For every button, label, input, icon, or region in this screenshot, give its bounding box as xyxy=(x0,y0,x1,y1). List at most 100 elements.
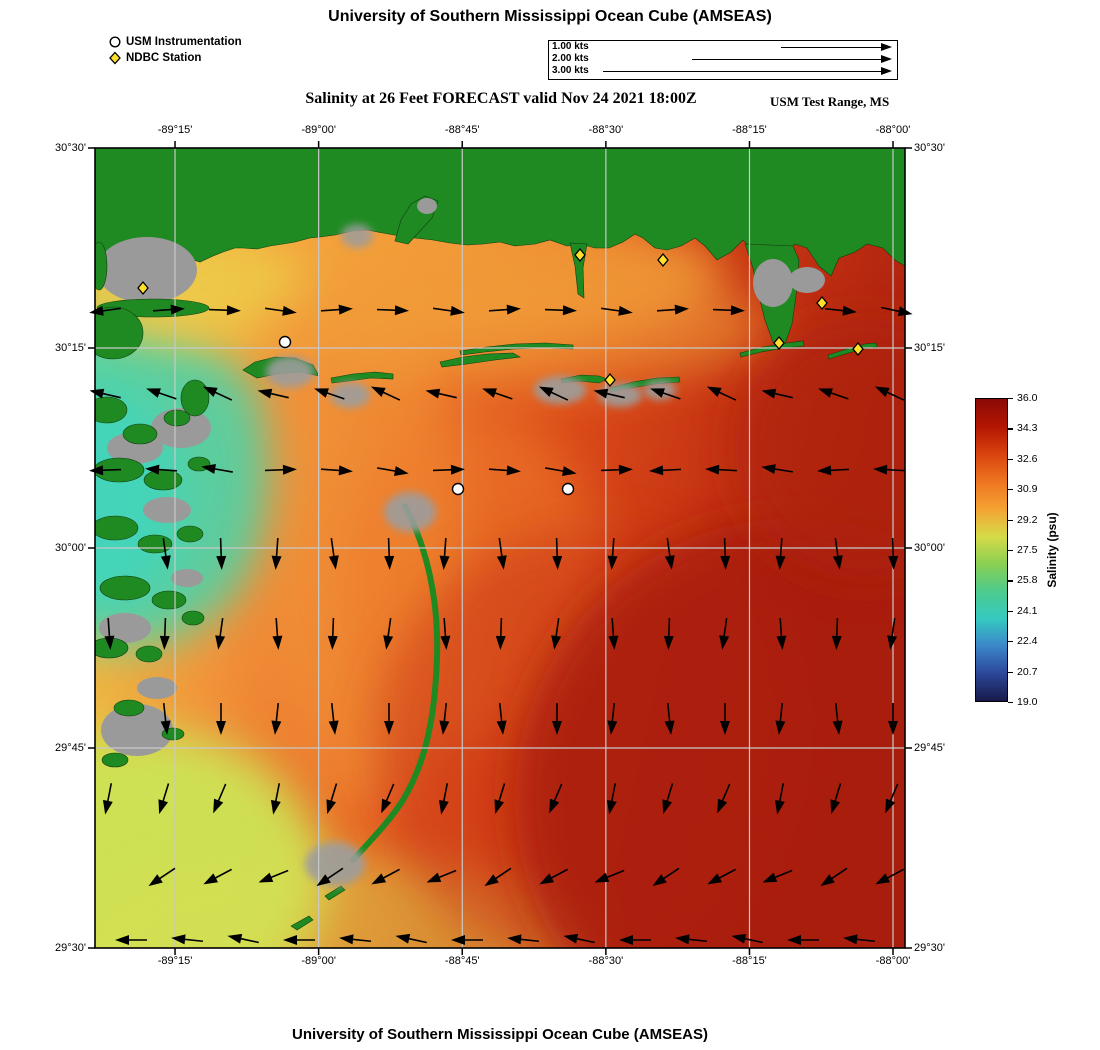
x-axis-tick-label-bottom: -88°00' xyxy=(875,955,911,967)
y-axis-tick-label-right: 30°30' xyxy=(914,142,945,154)
y-axis-tick-label-left: 30°15' xyxy=(55,342,86,354)
ndbc-station-icon xyxy=(109,51,121,65)
scale-arrow-head-icon xyxy=(881,66,892,75)
scale-arrow-head-icon xyxy=(881,54,892,63)
usm-instrumentation-marker xyxy=(561,482,575,496)
colorbar-tick xyxy=(1008,550,1013,552)
ndbc-station-marker xyxy=(137,280,149,296)
legend-item-ndbc: NDBC Station xyxy=(108,50,242,66)
current-vector-icon xyxy=(145,464,178,475)
scale-row-label: 3.00 kts xyxy=(552,65,589,76)
scale-arrow-shaft xyxy=(781,46,881,48)
current-vector-icon xyxy=(148,867,176,887)
current-vector-icon xyxy=(496,702,507,735)
scale-row: 1.00 kts xyxy=(549,41,897,53)
ndbc-station-marker xyxy=(574,247,586,263)
scale-row: 3.00 kts xyxy=(549,65,897,77)
salinity-map xyxy=(88,141,913,955)
colorbar-tick-label: 36.0 xyxy=(1017,392,1038,404)
y-axis-tick-label-right: 29°30' xyxy=(914,942,945,954)
current-vector-icon xyxy=(888,703,898,735)
current-vector-icon xyxy=(265,305,297,316)
y-axis-tick-label-left: 29°30' xyxy=(55,942,86,954)
chandeleur-islet xyxy=(290,915,314,931)
colorbar-tick-label: 19.0 xyxy=(1017,696,1038,708)
current-vector-icon xyxy=(159,617,170,650)
y-axis-tick-label-right: 30°00' xyxy=(914,542,945,554)
colorbar-tick-label: 30.9 xyxy=(1017,483,1038,496)
current-vector-icon xyxy=(432,464,465,475)
current-vector-icon xyxy=(706,386,737,401)
usm-instrumentation-icon xyxy=(109,36,121,48)
current-vector-icon xyxy=(89,465,122,476)
current-vector-icon xyxy=(720,703,730,735)
current-vector-icon xyxy=(606,783,617,815)
scale-arrow-head-icon xyxy=(881,42,892,51)
current-vector-icon xyxy=(258,869,289,883)
current-vector-icon xyxy=(102,783,113,815)
current-vector-icon xyxy=(201,464,233,474)
colorbar-tick xyxy=(1008,519,1013,521)
colorbar-tick-label: 22.4 xyxy=(1017,635,1038,648)
current-vector-icon xyxy=(762,869,793,883)
x-axis-tick-label-top: -88°00' xyxy=(875,124,911,136)
legend-item-usm: USM Instrumentation xyxy=(108,34,242,50)
current-vector-icon xyxy=(544,305,577,316)
colorbar-tick xyxy=(1008,580,1013,582)
colorbar-tick xyxy=(1008,641,1013,643)
page-title-top: University of Southern Mississippi Ocean… xyxy=(328,8,772,25)
current-vector-icon xyxy=(787,935,819,945)
current-vector-icon xyxy=(495,617,506,650)
current-vector-icon xyxy=(438,783,449,815)
current-vector-icon xyxy=(439,537,450,570)
current-vector-icon xyxy=(888,537,899,570)
current-vector-icon xyxy=(664,538,675,570)
y-axis-tick-label-right: 29°45' xyxy=(914,742,945,754)
current-vector-icon xyxy=(776,617,787,650)
current-vector-icon xyxy=(216,703,226,735)
y-axis-tick-label-left: 30°30' xyxy=(55,142,86,154)
current-vector-icon xyxy=(650,388,681,400)
current-vector-icon xyxy=(600,464,633,475)
current-vector-icon xyxy=(830,783,842,815)
current-vector-icon xyxy=(507,934,540,945)
ndbc-station-marker xyxy=(604,372,616,388)
colorbar-tick-label: 25.8 xyxy=(1017,574,1038,587)
x-axis-tick-label-bottom: -88°45' xyxy=(444,955,480,967)
current-vector-icon xyxy=(619,935,651,945)
current-vector-icon xyxy=(875,868,904,885)
scale-rows: 1.00 kts 2.00 kts 3.00 kts xyxy=(549,41,897,77)
current-vector-icon xyxy=(494,783,506,815)
current-vector-icon xyxy=(649,465,682,476)
colorbar-tick-label: 32.6 xyxy=(1017,452,1038,465)
current-vector-icon xyxy=(832,702,843,735)
x-axis-tick-label-bottom: -88°15' xyxy=(732,955,767,967)
current-vector-icon xyxy=(761,464,793,474)
current-vector-icon xyxy=(761,388,793,399)
current-vector-icon xyxy=(433,305,465,316)
x-axis-tick-label-top: -88°45' xyxy=(444,124,480,136)
current-vector-icon xyxy=(662,783,674,815)
current-vector-icon xyxy=(885,783,899,814)
current-vector-icon xyxy=(152,304,185,315)
colorbar-tick-label: 24.1 xyxy=(1017,604,1038,617)
current-vector-icon xyxy=(601,305,633,316)
usm-instrumentation-marker xyxy=(278,335,292,349)
colorbar-tick-label: 27.5 xyxy=(1017,544,1038,556)
current-vector-icon xyxy=(731,933,763,944)
scale-row-label: 1.00 kts xyxy=(552,41,589,52)
current-vector-icon xyxy=(775,702,786,735)
current-vector-icon xyxy=(208,305,241,316)
current-speed-scale-legend: 1.00 kts 2.00 kts 3.00 kts xyxy=(548,40,898,80)
current-vector-icon xyxy=(339,934,372,945)
map-legend: USM Instrumentation NDBC Station xyxy=(108,34,242,66)
current-vector-icon xyxy=(158,783,170,815)
current-vector-icon xyxy=(593,388,625,399)
current-vector-icon xyxy=(215,618,226,650)
current-vector-icon xyxy=(146,388,177,400)
current-vector-icon xyxy=(383,618,394,650)
current-vector-icon xyxy=(818,388,849,400)
current-vector-icon xyxy=(327,617,338,650)
current-vector-icon xyxy=(545,466,577,476)
